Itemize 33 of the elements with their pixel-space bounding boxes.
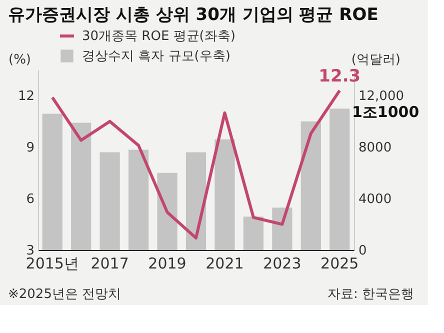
line-series — [50, 89, 342, 240]
y2-tick-label: 8000 — [358, 140, 392, 156]
bar — [157, 172, 178, 250]
annotation: 1조1000 — [352, 103, 420, 121]
text: 자료: 한국은행 — [327, 287, 414, 302]
x-tick-label: 2023 — [263, 254, 302, 272]
y-tick-label: 12 — [18, 89, 34, 104]
y2-tick-label: 12,000 — [358, 89, 404, 104]
bar — [186, 152, 206, 250]
x-tick-label: 2017 — [90, 254, 129, 272]
bar — [71, 122, 92, 250]
chart-title: 유가증권시장 시총 상위 30개 기업의 평균 ROE — [8, 5, 378, 25]
y2-tick-label: 4000 — [358, 192, 392, 208]
annotation: 12.3 — [318, 66, 361, 87]
x-tick-label: 2021 — [206, 254, 244, 272]
text: ※2025년은 전망치 — [8, 287, 122, 302]
bar — [214, 139, 235, 250]
bar — [42, 114, 62, 250]
y-tick-label: 6 — [26, 192, 34, 208]
x-tick-label: 2025 — [320, 254, 359, 272]
bar — [300, 121, 321, 250]
y2-axis-title: (억달러) — [351, 52, 400, 68]
bar — [330, 108, 350, 250]
x-tick-label: 2019 — [148, 254, 186, 272]
bar — [128, 150, 149, 250]
bar — [243, 216, 264, 250]
y-tick-label: 9 — [26, 140, 34, 156]
bar — [272, 208, 292, 250]
bar — [100, 152, 120, 250]
legend-label: 30개종목 ROE 평균(좌축) — [82, 29, 236, 44]
y2-tick-label: 0 — [358, 244, 367, 258]
y-axis-title: (%) — [8, 52, 31, 68]
legend-label: 경상수지 흑자 규모(우축) — [82, 49, 230, 64]
